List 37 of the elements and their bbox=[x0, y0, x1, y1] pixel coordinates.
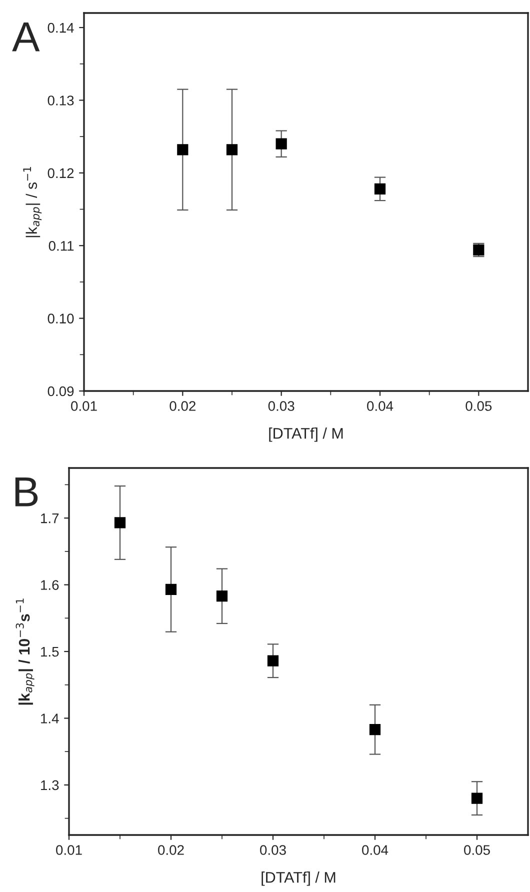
y-tick-label: 1.7 bbox=[41, 514, 59, 524]
y-tick-label: 0.13 bbox=[48, 96, 74, 106]
y-axis-title: |k$_{app}$| / 10$^{−3}$s$^{−1}$ bbox=[16, 598, 34, 705]
point bbox=[374, 183, 386, 194]
y-tick-label: 0.14 bbox=[48, 22, 74, 33]
x-tick-label: 0.01 bbox=[56, 845, 82, 855]
x-tick-label: 0.02 bbox=[158, 845, 184, 855]
x-tick-label: 0.03 bbox=[268, 401, 294, 411]
chart-title: A bbox=[12, 22, 40, 52]
point bbox=[471, 792, 483, 804]
chart-title: B bbox=[15, 478, 38, 506]
x-tick-label: 0.05 bbox=[464, 845, 490, 855]
x-axis-title: [DTATf] / M bbox=[262, 872, 336, 886]
x-axis-title: [DTATf] / M bbox=[269, 428, 343, 442]
y-tick-label: 1.5 bbox=[41, 646, 59, 657]
y-tick-label: 1.4 bbox=[41, 714, 59, 724]
x-tick-label: 0.02 bbox=[170, 401, 196, 411]
y-tick-label: 0.09 bbox=[48, 386, 74, 396]
x-tick-label: 0.03 bbox=[260, 845, 286, 855]
y-tick-label: 0.10 bbox=[48, 314, 74, 324]
point bbox=[165, 584, 177, 595]
x-tick-label: 0.05 bbox=[466, 401, 492, 411]
point bbox=[114, 517, 126, 528]
point bbox=[276, 138, 287, 150]
y-tick-label: 0.11 bbox=[48, 240, 74, 251]
y-tick-label: 1.3 bbox=[41, 780, 59, 790]
y-axis-title: |k$_{app}$| / s$^{−1}$ bbox=[23, 166, 42, 238]
point bbox=[177, 144, 188, 156]
x-tick-label: 0.04 bbox=[367, 401, 394, 411]
x-tick-label: 0.01 bbox=[71, 401, 97, 411]
y-tick-label: 0.12 bbox=[48, 168, 74, 178]
point bbox=[226, 144, 238, 156]
y-tick-label: 1.6 bbox=[41, 580, 59, 590]
point bbox=[369, 724, 381, 736]
point bbox=[267, 655, 279, 666]
x-tick-label: 0.04 bbox=[362, 845, 388, 855]
point bbox=[216, 590, 228, 602]
